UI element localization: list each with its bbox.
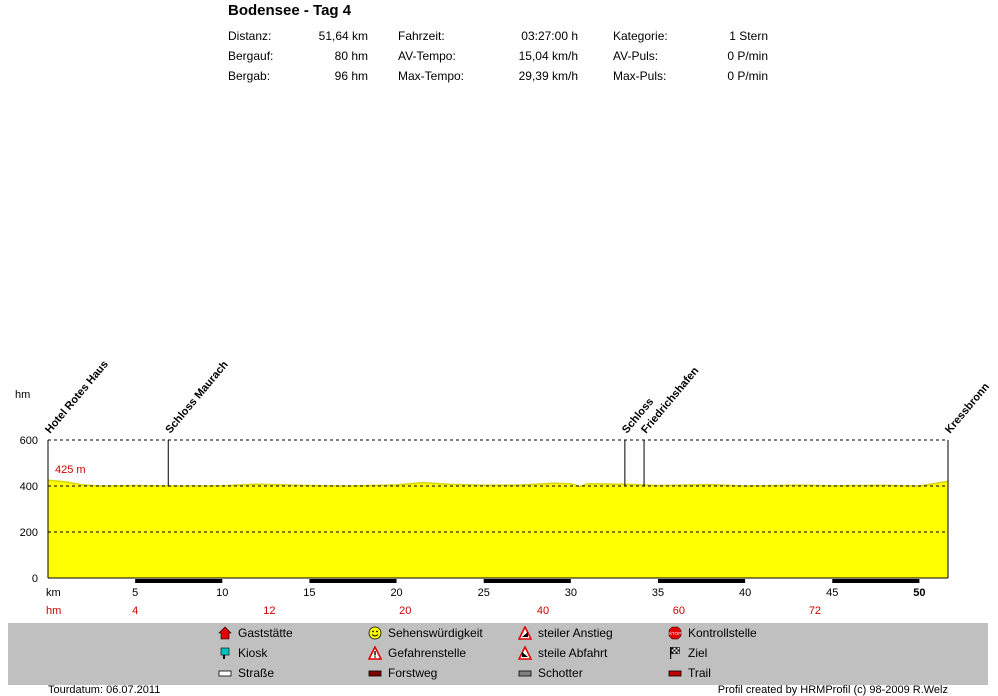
x-tick-label: 10 — [216, 587, 228, 599]
x-tick-label: 20 — [390, 587, 402, 599]
stat-value-ridetime: 03:27:00 h — [521, 29, 578, 43]
road-segment — [483, 579, 571, 583]
road-segment — [832, 579, 920, 583]
forest-road-icon — [368, 666, 382, 680]
elevation-profile-chart: 0 200 400 600 hm 425 m km 5 10 15 20 25 30 35 40 45 50 hm… — [15, 358, 992, 617]
x-tick-label: 50 — [913, 587, 925, 599]
stat-label-avg-speed: AV-Tempo: — [398, 49, 456, 63]
stat-label-ridetime: Fahrzeit: — [398, 29, 445, 43]
x-tick-label: 15 — [303, 587, 315, 599]
kiosk-icon — [218, 646, 232, 660]
legend-label: Gaststätte — [238, 626, 293, 640]
credits: Profil created by HRMProfil (c) 98-2009 … — [717, 684, 948, 696]
y-tick-label: 600 — [20, 435, 38, 447]
stop-icon: STOP — [668, 626, 682, 640]
legend: Gaststätte Sehenswürdigkeit steiler Anst… — [8, 623, 988, 685]
stat-value-avg-pulse: 0 P/min — [727, 49, 768, 63]
x-tick-label: 5 — [132, 587, 138, 599]
waypoint-label: Kressbronn — [943, 381, 992, 436]
stat-label-max-pulse: Max-Puls: — [613, 69, 667, 83]
legend-label: Gefahrenstelle — [388, 646, 467, 660]
stat-value-max-pulse: 0 P/min — [727, 69, 768, 83]
x-tick-label: 45 — [826, 587, 838, 599]
cumulative-hm-label: 72 — [809, 605, 821, 617]
start-elevation-label: 425 m — [55, 464, 86, 476]
legend-label: Ziel — [688, 646, 708, 660]
legend-item-kiosk: Kiosk — [218, 646, 267, 660]
stat-label-category: Kategorie: — [613, 29, 668, 43]
y-axis-label: hm — [15, 389, 30, 401]
gasthaus-icon — [218, 626, 232, 640]
x-axis-label: km — [46, 587, 61, 599]
page-title: Bodensee - Tag 4 — [228, 2, 352, 19]
legend-label: Schotter — [538, 666, 583, 680]
steep-descent-icon — [517, 645, 533, 660]
cumulative-hm-label: 4 — [132, 605, 138, 617]
trail-icon — [668, 666, 682, 680]
legend-label: Straße — [238, 666, 275, 680]
stat-value-ascent: 80 hm — [334, 49, 368, 63]
finish-flag-icon — [668, 646, 682, 660]
legend-item-sight: Sehenswürdigkeit — [368, 626, 483, 640]
stat-label-avg-pulse: AV-Puls: — [613, 49, 659, 63]
hm-row-label: hm — [46, 605, 61, 617]
stat-value-category: 1 Stern — [729, 29, 768, 43]
legend-item-steep-descent: steile Abfahrt — [517, 645, 608, 660]
road-segment — [135, 579, 223, 583]
x-tick-label: 35 — [652, 587, 664, 599]
cumulative-hm-label: 20 — [399, 605, 411, 617]
legend-label: Kontrollstelle — [688, 626, 757, 640]
legend-item-forest-road: Forstweg — [368, 666, 437, 680]
waypoint-label: Hotel Rotes Haus — [43, 358, 111, 435]
legend-label: steiler Anstieg — [538, 626, 613, 640]
legend-item-danger: Gefahrenstelle — [367, 645, 467, 660]
stat-label-distance: Distanz: — [228, 29, 272, 43]
y-tick-label: 200 — [20, 527, 38, 539]
tour-date: Tourdatum: 06.07.2011 — [48, 684, 161, 696]
road-segment — [309, 579, 397, 583]
legend-item-steep-ascent: steiler Anstieg — [517, 625, 613, 640]
warning-icon — [367, 645, 383, 660]
stat-label-ascent: Bergauf: — [228, 49, 274, 63]
cumulative-hm-label: 60 — [673, 605, 685, 617]
gravel-icon — [518, 666, 532, 680]
waypoint-label: Schloss Maurach — [163, 359, 231, 436]
steep-ascent-icon — [517, 625, 533, 640]
smiley-icon — [368, 626, 382, 640]
x-tick-label: 25 — [478, 587, 490, 599]
stat-label-descent: Bergab: — [228, 69, 271, 83]
stat-value-distance: 51,64 km — [318, 29, 368, 43]
legend-label: Kiosk — [238, 646, 268, 660]
legend-item-trail: Trail — [668, 666, 711, 680]
legend-item-road: Straße — [218, 666, 274, 680]
y-tick-label: 0 — [32, 573, 38, 585]
legend-label: Forstweg — [388, 666, 438, 680]
legend-item-gravel: Schotter — [518, 666, 583, 680]
legend-item-checkpoint: STOP Kontrollstelle — [668, 626, 757, 640]
legend-item-finish: Ziel — [668, 646, 707, 660]
x-tick-label: 40 — [739, 587, 751, 599]
legend-label: steile Abfahrt — [538, 646, 608, 660]
y-tick-label: 400 — [20, 481, 38, 493]
svg-text:STOP: STOP — [669, 631, 681, 636]
cumulative-hm-label: 12 — [263, 605, 275, 617]
stat-value-max-speed: 29,39 km/h — [518, 69, 578, 83]
road-icon — [218, 666, 232, 680]
x-tick-label: 30 — [565, 587, 577, 599]
elevation-area — [48, 480, 948, 578]
stat-value-avg-speed: 15,04 km/h — [518, 49, 578, 63]
legend-item-gasthaus: Gaststätte — [218, 626, 293, 640]
legend-label: Sehenswürdigkeit — [388, 626, 483, 640]
stat-label-max-speed: Max-Tempo: — [398, 69, 465, 83]
road-segment — [657, 579, 746, 583]
legend-label: Trail — [688, 666, 711, 680]
cumulative-hm-label: 40 — [537, 605, 549, 617]
stat-value-descent: 96 hm — [334, 69, 368, 83]
